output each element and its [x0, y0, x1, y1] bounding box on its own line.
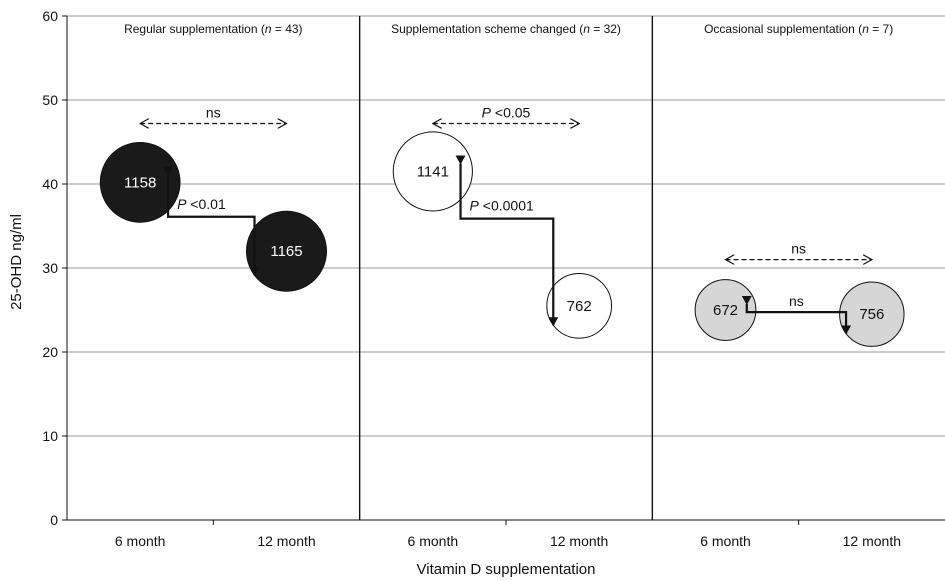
bubble-label: 1141	[417, 163, 449, 180]
gridlines	[67, 15, 945, 437]
change-label: P <0.01	[177, 196, 226, 212]
change-arrow	[455, 155, 559, 327]
x-axis-title: Vitamin D supplementation	[417, 561, 596, 578]
bubble-label: 672	[713, 302, 738, 319]
y-tick-label: 30	[42, 260, 58, 276]
x-tick-label: 6 month	[115, 533, 166, 549]
x-tick-label: 12 month	[550, 533, 608, 549]
y-tick-label: 20	[42, 344, 58, 360]
bubble-label: 762	[567, 298, 592, 315]
comparison-label: ns	[791, 241, 806, 257]
y-tick-label: 10	[42, 428, 58, 444]
panel-1: Regular supplementation (n = 43) 6 month 1…	[99, 22, 327, 549]
bubble-label: 1165	[270, 243, 302, 260]
panel-3: Occasional supplementation (n = 7) 6 mont…	[651, 16, 905, 549]
x-tick-label: 6 month	[700, 533, 751, 549]
panel-2: Supplementation scheme changed (n = 32) 6…	[358, 16, 621, 549]
change-arrow	[163, 166, 260, 277]
y-tick-label: 60	[42, 8, 58, 24]
change-label: P <0.0001	[470, 198, 534, 214]
y-axis-title: 25-OHD ng/ml	[8, 214, 25, 310]
panels: Regular supplementation (n = 43) 6 month 1…	[99, 16, 905, 549]
change-arrow	[741, 295, 852, 335]
x-tick-label: 12 month	[843, 533, 901, 549]
y-tick-label: 40	[42, 176, 58, 192]
y-tick-label: 50	[42, 92, 58, 108]
bubble-label: 756	[859, 306, 884, 323]
bubble-label: 1158	[124, 174, 156, 191]
change-label: ns	[789, 293, 804, 309]
panel-title: Regular supplementation (n = 43)	[124, 22, 302, 36]
x-tick-label: 6 month	[408, 533, 459, 549]
x-tick-label: 12 month	[257, 533, 315, 549]
y-tick-label: 0	[50, 512, 58, 528]
panel-title: Occasional supplementation (n = 7)	[704, 22, 893, 36]
panel-title: Supplementation scheme changed (n = 32)	[391, 22, 621, 36]
comparison-label: P <0.05	[482, 105, 531, 121]
comparison-label: ns	[206, 105, 221, 121]
